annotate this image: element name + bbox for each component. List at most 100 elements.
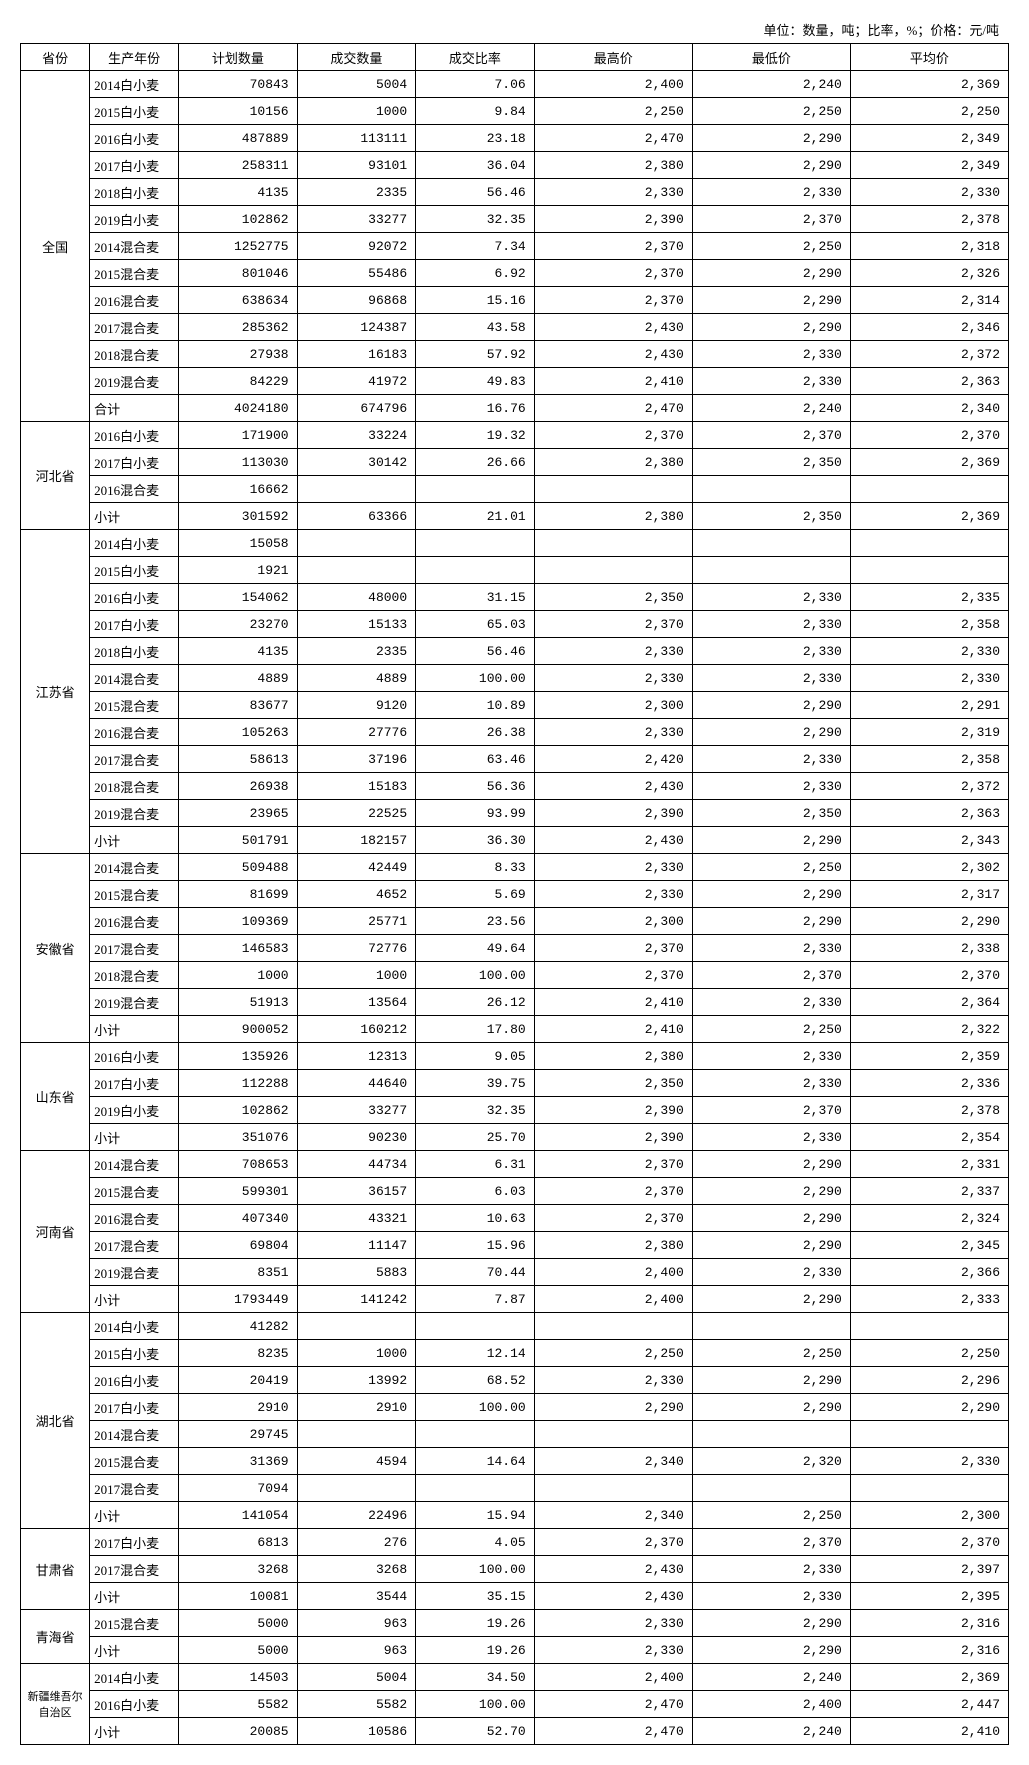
low-cell — [692, 530, 850, 557]
avg-cell: 2,333 — [850, 1286, 1008, 1313]
plan-cell: 84229 — [179, 368, 298, 395]
table-row: 新疆维吾尔自治区2014白小麦14503500434.502,4002,2402… — [21, 1664, 1009, 1691]
year-cell: 2018白小麦 — [90, 638, 179, 665]
year-cell: 2017混合麦 — [90, 314, 179, 341]
low-cell — [692, 1313, 850, 1340]
low-cell: 2,330 — [692, 1583, 850, 1610]
deal-cell: 44640 — [297, 1070, 416, 1097]
year-cell: 2015混合麦 — [90, 1610, 179, 1637]
plan-cell: 4889 — [179, 665, 298, 692]
deal-cell: 33224 — [297, 422, 416, 449]
plan-cell: 81699 — [179, 881, 298, 908]
high-cell: 2,350 — [534, 1070, 692, 1097]
table-row: 2015混合麦801046554866.922,3702,2902,326 — [21, 260, 1009, 287]
low-cell: 2,330 — [692, 1124, 850, 1151]
plan-cell: 146583 — [179, 935, 298, 962]
low-cell: 2,290 — [692, 1394, 850, 1421]
province-cell: 全国 — [21, 71, 90, 422]
high-cell: 2,400 — [534, 1286, 692, 1313]
low-cell: 2,290 — [692, 287, 850, 314]
plan-cell: 135926 — [179, 1043, 298, 1070]
table-row: 2016混合麦1093692577123.562,3002,2902,290 — [21, 908, 1009, 935]
rate-cell: 12.14 — [416, 1340, 535, 1367]
year-cell: 小计 — [90, 1502, 179, 1529]
deal-cell: 22496 — [297, 1502, 416, 1529]
plan-cell: 29745 — [179, 1421, 298, 1448]
deal-cell: 4889 — [297, 665, 416, 692]
rate-cell: 9.05 — [416, 1043, 535, 1070]
high-cell: 2,250 — [534, 98, 692, 125]
rate-cell: 100.00 — [416, 962, 535, 989]
year-cell: 2018白小麦 — [90, 179, 179, 206]
year-cell: 2015混合麦 — [90, 881, 179, 908]
table-row: 小计50179118215736.302,4302,2902,343 — [21, 827, 1009, 854]
plan-cell: 5582 — [179, 1691, 298, 1718]
deal-cell: 13992 — [297, 1367, 416, 1394]
plan-cell: 4024180 — [179, 395, 298, 422]
table-row: 小计3510769023025.702,3902,3302,354 — [21, 1124, 1009, 1151]
deal-cell: 30142 — [297, 449, 416, 476]
low-cell: 2,250 — [692, 1502, 850, 1529]
plan-cell: 407340 — [179, 1205, 298, 1232]
avg-cell: 2,346 — [850, 314, 1008, 341]
rate-cell: 36.30 — [416, 827, 535, 854]
rate-cell: 100.00 — [416, 1556, 535, 1583]
col-province: 省份 — [21, 44, 90, 71]
avg-cell: 2,369 — [850, 503, 1008, 530]
rate-cell — [416, 557, 535, 584]
deal-cell: 963 — [297, 1610, 416, 1637]
table-row: 2018混合麦10001000100.002,3702,3702,370 — [21, 962, 1009, 989]
deal-cell: 16183 — [297, 341, 416, 368]
table-row: 2018白小麦4135233556.462,3302,3302,330 — [21, 179, 1009, 206]
high-cell: 2,430 — [534, 773, 692, 800]
year-cell: 2016混合麦 — [90, 908, 179, 935]
header-row: 省份 生产年份 计划数量 成交数量 成交比率 最高价 最低价 平均价 — [21, 44, 1009, 71]
high-cell: 2,380 — [534, 152, 692, 179]
avg-cell — [850, 1421, 1008, 1448]
rate-cell: 26.66 — [416, 449, 535, 476]
rate-cell: 17.80 — [416, 1016, 535, 1043]
avg-cell: 2,330 — [850, 1448, 1008, 1475]
rate-cell: 100.00 — [416, 1691, 535, 1718]
deal-cell: 93101 — [297, 152, 416, 179]
province-cell: 新疆维吾尔自治区 — [21, 1664, 90, 1745]
year-cell: 2015白小麦 — [90, 557, 179, 584]
low-cell: 2,240 — [692, 1718, 850, 1745]
deal-cell — [297, 1313, 416, 1340]
deal-cell: 44734 — [297, 1151, 416, 1178]
high-cell: 2,430 — [534, 1583, 692, 1610]
avg-cell: 2,370 — [850, 962, 1008, 989]
avg-cell — [850, 530, 1008, 557]
low-cell: 2,330 — [692, 665, 850, 692]
high-cell: 2,300 — [534, 692, 692, 719]
year-cell: 2018混合麦 — [90, 962, 179, 989]
year-cell: 2019混合麦 — [90, 1259, 179, 1286]
rate-cell: 7.06 — [416, 71, 535, 98]
table-row: 2016混合麦6386349686815.162,3702,2902,314 — [21, 287, 1009, 314]
low-cell: 2,330 — [692, 989, 850, 1016]
plan-cell: 6813 — [179, 1529, 298, 1556]
deal-cell: 10586 — [297, 1718, 416, 1745]
low-cell: 2,330 — [692, 1259, 850, 1286]
table-row: 2018混合麦269381518356.362,4302,3302,372 — [21, 773, 1009, 800]
high-cell: 2,380 — [534, 1043, 692, 1070]
table-row: 2016白小麦48788911311123.182,4702,2902,349 — [21, 125, 1009, 152]
year-cell: 2017混合麦 — [90, 746, 179, 773]
high-cell: 2,470 — [534, 1691, 692, 1718]
rate-cell — [416, 476, 535, 503]
high-cell: 2,250 — [534, 1340, 692, 1367]
table-row: 江苏省2014白小麦15058 — [21, 530, 1009, 557]
table-row: 合计402418067479616.762,4702,2402,340 — [21, 395, 1009, 422]
year-cell: 2018混合麦 — [90, 341, 179, 368]
avg-cell — [850, 1313, 1008, 1340]
avg-cell: 2,322 — [850, 1016, 1008, 1043]
low-cell: 2,250 — [692, 1016, 850, 1043]
avg-cell: 2,291 — [850, 692, 1008, 719]
plan-cell: 2910 — [179, 1394, 298, 1421]
table-row: 2017白小麦232701513365.032,3702,3302,358 — [21, 611, 1009, 638]
plan-cell: 112288 — [179, 1070, 298, 1097]
table-row: 安徽省2014混合麦509488424498.332,3302,2502,302 — [21, 854, 1009, 881]
avg-cell: 2,358 — [850, 746, 1008, 773]
year-cell: 2016白小麦 — [90, 1367, 179, 1394]
deal-cell: 15183 — [297, 773, 416, 800]
